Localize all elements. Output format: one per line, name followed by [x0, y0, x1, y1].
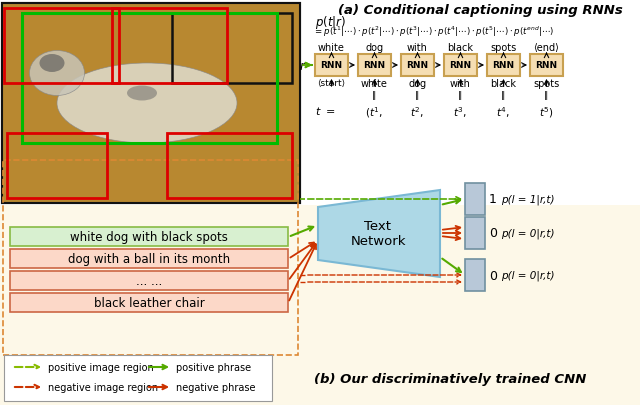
- Text: negative image region: negative image region: [48, 382, 158, 392]
- Text: spots: spots: [533, 79, 559, 89]
- Text: RNN: RNN: [492, 61, 515, 70]
- Text: dog: dog: [408, 79, 427, 89]
- Ellipse shape: [40, 55, 65, 73]
- Bar: [7, 134, 107, 198]
- Bar: [465, 217, 485, 249]
- Text: $t^5)$: $t^5)$: [539, 105, 554, 119]
- Bar: [0, 205, 640, 405]
- Text: RNN: RNN: [449, 61, 472, 70]
- Text: $(t^1,$: $(t^1,$: [365, 105, 383, 119]
- Text: Text
Network: Text Network: [350, 220, 406, 247]
- Bar: [112, 9, 227, 84]
- Text: $t^3,$: $t^3,$: [453, 105, 468, 119]
- Text: 0: 0: [489, 227, 497, 240]
- Bar: [10, 271, 288, 290]
- Text: ‖: ‖: [545, 91, 548, 100]
- Bar: [10, 228, 288, 246]
- Text: ‖: ‖: [458, 91, 463, 100]
- Text: $= p(t^1|\cdots)\cdot p(t^2|\cdots)\cdot p(t^3|\cdots)\cdot p(t^4|\cdots)\cdot p: $= p(t^1|\cdots)\cdot p(t^2|\cdots)\cdot…: [313, 25, 554, 39]
- Bar: [315, 55, 348, 77]
- Text: $t^2,$: $t^2,$: [410, 105, 424, 119]
- Text: (a) Conditional captioning using RNNs: (a) Conditional captioning using RNNs: [338, 4, 622, 17]
- Bar: [10, 249, 288, 269]
- Bar: [3, 161, 298, 355]
- Bar: [0, 0, 640, 205]
- Text: dog with a ball in its month: dog with a ball in its month: [68, 253, 230, 266]
- Text: negative phrase: negative phrase: [176, 382, 255, 392]
- Text: ‖: ‖: [501, 91, 506, 100]
- Text: ‖: ‖: [372, 91, 376, 100]
- Text: $=$: $=$: [323, 105, 335, 115]
- Bar: [530, 55, 563, 77]
- Text: with: with: [407, 43, 428, 53]
- Bar: [358, 55, 391, 77]
- Text: white: white: [318, 43, 345, 53]
- Text: ⟨end⟩: ⟨end⟩: [534, 43, 559, 53]
- Text: p(l = 1|r,t): p(l = 1|r,t): [501, 194, 554, 205]
- Text: dog: dog: [365, 43, 383, 53]
- Polygon shape: [318, 190, 440, 277]
- Text: (b) Our discriminatively trained CNN: (b) Our discriminatively trained CNN: [314, 373, 586, 386]
- Bar: [487, 55, 520, 77]
- Text: p(l = 0|r,t): p(l = 0|r,t): [501, 228, 554, 239]
- Bar: [465, 183, 485, 215]
- Text: RNN: RNN: [536, 61, 557, 70]
- Bar: [4, 355, 272, 401]
- Bar: [2, 4, 300, 203]
- Text: $t$: $t$: [315, 105, 322, 117]
- Text: white: white: [361, 79, 388, 89]
- Text: $p(t|r)$: $p(t|r)$: [315, 14, 346, 31]
- Text: RNN: RNN: [406, 61, 429, 70]
- Ellipse shape: [127, 86, 157, 101]
- Ellipse shape: [57, 64, 237, 144]
- Text: ⟨start⟩: ⟨start⟩: [317, 79, 346, 88]
- Text: spots: spots: [490, 43, 516, 53]
- Ellipse shape: [29, 51, 84, 96]
- Text: positive phrase: positive phrase: [176, 362, 251, 372]
- Bar: [2, 4, 300, 203]
- Text: RNN: RNN: [364, 61, 385, 70]
- Text: black: black: [490, 79, 516, 89]
- Bar: [4, 9, 119, 84]
- Text: with: with: [450, 79, 471, 89]
- Text: RNN: RNN: [321, 61, 342, 70]
- Text: white dog with black spots: white dog with black spots: [70, 231, 228, 244]
- Text: black leather chair: black leather chair: [93, 297, 204, 310]
- Text: 0: 0: [489, 269, 497, 282]
- Bar: [465, 259, 485, 291]
- Bar: [444, 55, 477, 77]
- Bar: [22, 14, 277, 144]
- Bar: [10, 293, 288, 312]
- Text: ... ...: ... ...: [136, 275, 162, 288]
- Bar: [172, 14, 292, 84]
- Text: black: black: [447, 43, 474, 53]
- Text: ‖: ‖: [415, 91, 420, 100]
- Text: 1: 1: [489, 193, 497, 206]
- Text: positive image region: positive image region: [48, 362, 154, 372]
- Bar: [167, 134, 292, 198]
- Text: p(l = 0|r,t): p(l = 0|r,t): [501, 270, 554, 281]
- Text: $r$: $r$: [300, 60, 307, 72]
- Text: $t^4,$: $t^4,$: [497, 105, 511, 119]
- Bar: [401, 55, 434, 77]
